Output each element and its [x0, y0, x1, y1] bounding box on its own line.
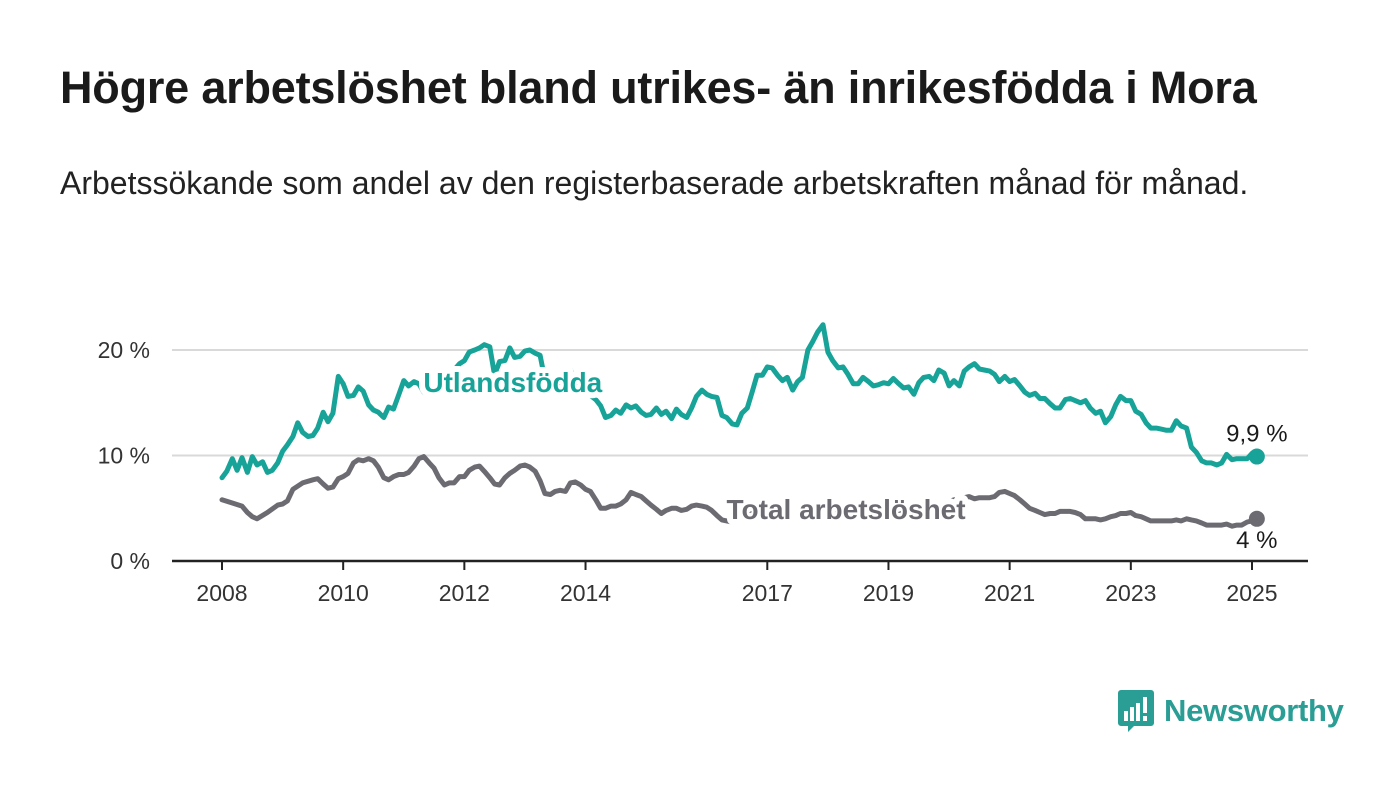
- y-tick-label: 0 %: [110, 548, 150, 574]
- newsworthy-logo: Newsworthy: [1118, 690, 1344, 732]
- x-tick-label: 2021: [984, 580, 1035, 606]
- y-tick-label: 20 %: [98, 337, 150, 363]
- end-value-label-total: 4 %: [1236, 527, 1277, 554]
- chart-title: Högre arbetslöshet bland utrikes- än inr…: [60, 62, 1257, 113]
- series-label-halo: Utlandsfödda: [423, 367, 602, 398]
- grid-lines: [172, 349, 1308, 563]
- bar-chart-speech-bubble-icon: [1118, 690, 1154, 732]
- y-tick-label: 10 %: [98, 443, 150, 469]
- x-tick-label: 2014: [560, 580, 611, 606]
- x-tick-label: 2010: [318, 580, 369, 606]
- end-point-utlandsfodda: [1248, 448, 1265, 465]
- brand-name: Newsworthy: [1164, 693, 1344, 728]
- y-axis-labels: 0 % 10 % 20 %: [98, 337, 150, 574]
- x-tick-label: 2008: [196, 580, 247, 606]
- series-lines: [219, 322, 1260, 529]
- x-axis-labels: 2008 2010 2012 2014 2017 2019 2021 2023 2025: [196, 561, 1278, 606]
- series-label-halo: Total arbetslöshet: [727, 494, 966, 525]
- x-tick-label: 2012: [439, 580, 490, 606]
- series-label-utlandsfodda: Utlandsfödda: [423, 367, 602, 398]
- x-tick-label: 2019: [863, 580, 914, 606]
- chart-subtitle: Arbetssökande som andel av den registerb…: [60, 165, 1249, 201]
- series-label-total: Total arbetslöshet: [727, 494, 966, 525]
- end-value-label-utlandsfodda: 9,9 %: [1226, 421, 1287, 448]
- x-tick-label: 2017: [742, 580, 793, 606]
- x-tick-label: 2023: [1105, 580, 1156, 606]
- series-line-utlandsfodda: [219, 322, 1260, 481]
- x-tick-label: 2025: [1226, 580, 1277, 606]
- end-point-total: [1248, 510, 1265, 527]
- series-line-total: [219, 454, 1260, 529]
